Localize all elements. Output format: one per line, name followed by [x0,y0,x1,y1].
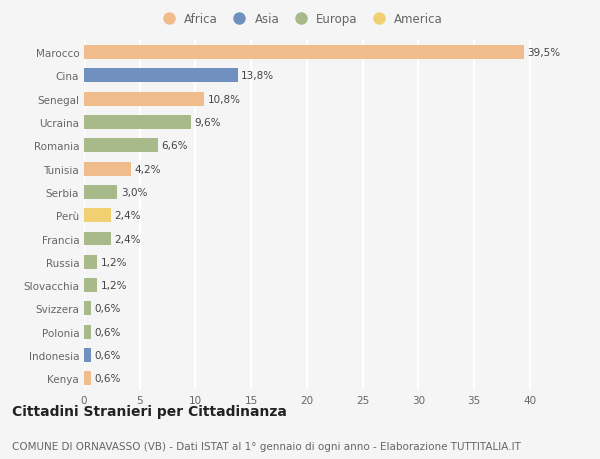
Bar [84,255,97,269]
Text: 0,6%: 0,6% [94,374,121,384]
Text: 2,4%: 2,4% [114,211,140,221]
Text: 1,2%: 1,2% [101,257,127,267]
Text: 6,6%: 6,6% [161,141,187,151]
Bar [84,371,91,386]
Text: 0,6%: 0,6% [94,350,121,360]
Bar [84,46,524,60]
Bar [84,325,91,339]
Text: 4,2%: 4,2% [134,164,161,174]
Text: 0,6%: 0,6% [94,327,121,337]
Legend: Africa, Asia, Europa, America: Africa, Asia, Europa, America [157,13,443,26]
Bar [84,69,238,83]
Bar [84,162,131,176]
Text: COMUNE DI ORNAVASSO (VB) - Dati ISTAT al 1° gennaio di ogni anno - Elaborazione : COMUNE DI ORNAVASSO (VB) - Dati ISTAT al… [12,441,521,451]
Text: Cittadini Stranieri per Cittadinanza: Cittadini Stranieri per Cittadinanza [12,404,287,419]
Text: 9,6%: 9,6% [194,118,221,128]
Text: 10,8%: 10,8% [208,95,241,105]
Bar [84,92,205,106]
Bar [84,116,191,130]
Bar [84,279,97,292]
Text: 3,0%: 3,0% [121,187,147,197]
Text: 0,6%: 0,6% [94,304,121,314]
Bar [84,232,111,246]
Text: 13,8%: 13,8% [241,71,274,81]
Bar [84,185,118,200]
Bar [84,139,158,153]
Text: 39,5%: 39,5% [527,48,560,58]
Text: 2,4%: 2,4% [114,234,140,244]
Bar [84,209,111,223]
Text: 1,2%: 1,2% [101,280,127,291]
Bar [84,348,91,362]
Bar [84,302,91,316]
